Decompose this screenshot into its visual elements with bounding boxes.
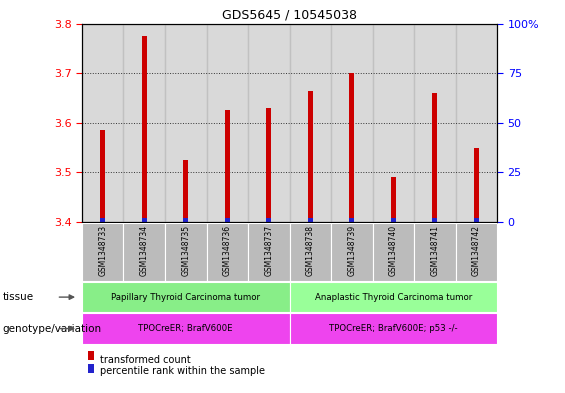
Bar bbox=[289, 282, 497, 312]
Bar bbox=[373, 24, 414, 222]
Bar bbox=[266, 218, 271, 222]
Bar bbox=[474, 148, 479, 222]
Text: transformed count: transformed count bbox=[100, 355, 191, 365]
Text: GSM1348734: GSM1348734 bbox=[140, 224, 149, 276]
Text: TPOCreER; BrafV600E: TPOCreER; BrafV600E bbox=[138, 324, 233, 333]
Text: Papillary Thyroid Carcinoma tumor: Papillary Thyroid Carcinoma tumor bbox=[111, 293, 260, 301]
Bar bbox=[289, 24, 331, 222]
Bar bbox=[331, 223, 373, 281]
Text: GSM1348737: GSM1348737 bbox=[264, 224, 273, 276]
Bar bbox=[82, 223, 123, 281]
Bar bbox=[123, 24, 165, 222]
Bar bbox=[88, 364, 94, 373]
Text: GSM1348740: GSM1348740 bbox=[389, 224, 398, 276]
Bar bbox=[455, 223, 497, 281]
Bar bbox=[432, 218, 437, 222]
Bar bbox=[183, 160, 188, 222]
Bar bbox=[225, 218, 230, 222]
Bar bbox=[123, 223, 165, 281]
Text: GSM1348733: GSM1348733 bbox=[98, 224, 107, 276]
Bar bbox=[165, 223, 207, 281]
Bar bbox=[248, 223, 289, 281]
Bar bbox=[373, 223, 414, 281]
Bar bbox=[308, 90, 313, 222]
Bar bbox=[474, 218, 479, 222]
Title: GDS5645 / 10545038: GDS5645 / 10545038 bbox=[222, 8, 357, 21]
Bar bbox=[100, 130, 105, 222]
Text: Anaplastic Thyroid Carcinoma tumor: Anaplastic Thyroid Carcinoma tumor bbox=[315, 293, 472, 301]
Text: tissue: tissue bbox=[3, 292, 34, 302]
Bar bbox=[308, 218, 313, 222]
Text: percentile rank within the sample: percentile rank within the sample bbox=[100, 366, 265, 376]
Bar bbox=[225, 110, 230, 222]
Text: GSM1348739: GSM1348739 bbox=[347, 224, 357, 276]
Bar bbox=[207, 24, 248, 222]
Bar bbox=[432, 93, 437, 222]
Bar bbox=[289, 223, 331, 281]
Bar bbox=[142, 218, 147, 222]
Text: genotype/variation: genotype/variation bbox=[3, 323, 102, 334]
Bar bbox=[207, 223, 248, 281]
Bar bbox=[331, 24, 373, 222]
Bar bbox=[349, 218, 354, 222]
Bar bbox=[82, 313, 289, 344]
Bar bbox=[248, 24, 289, 222]
Bar bbox=[414, 24, 455, 222]
Text: GSM1348741: GSM1348741 bbox=[431, 224, 440, 275]
Text: GSM1348742: GSM1348742 bbox=[472, 224, 481, 275]
Bar bbox=[100, 218, 105, 222]
Text: GSM1348738: GSM1348738 bbox=[306, 224, 315, 275]
Bar bbox=[82, 24, 123, 222]
Bar bbox=[266, 108, 271, 222]
Bar bbox=[455, 24, 497, 222]
Bar bbox=[391, 177, 396, 222]
Bar bbox=[414, 223, 455, 281]
Text: GSM1348735: GSM1348735 bbox=[181, 224, 190, 276]
Bar bbox=[289, 313, 497, 344]
Text: GSM1348736: GSM1348736 bbox=[223, 224, 232, 276]
Text: TPOCreER; BrafV600E; p53 -/-: TPOCreER; BrafV600E; p53 -/- bbox=[329, 324, 458, 333]
Bar bbox=[349, 73, 354, 222]
Bar bbox=[88, 351, 94, 360]
Bar bbox=[391, 218, 396, 222]
Bar bbox=[183, 218, 188, 222]
Bar bbox=[82, 282, 289, 312]
Bar bbox=[142, 36, 147, 222]
Bar bbox=[165, 24, 207, 222]
